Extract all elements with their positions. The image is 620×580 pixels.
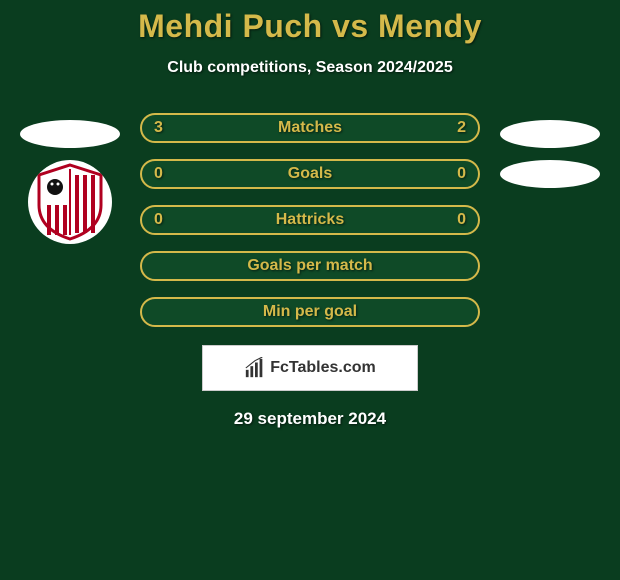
club-badge-left <box>28 160 112 244</box>
stat-label: Matches <box>278 119 342 137</box>
player-silhouette-icon <box>500 120 600 148</box>
stat-label: Hattricks <box>276 211 344 229</box>
comparison-subtitle: Club competitions, Season 2024/2025 <box>0 59 620 77</box>
stat-bar-goals: 0 Goals 0 <box>140 159 480 189</box>
player-silhouette-icon <box>20 120 120 148</box>
stat-right-value: 0 <box>457 165 466 183</box>
stat-left-value: 3 <box>154 119 163 137</box>
right-player-column <box>490 120 610 188</box>
stat-label: Goals <box>288 165 332 183</box>
stat-bar-goals-per-match: Goals per match <box>140 251 480 281</box>
comparison-date: 29 september 2024 <box>0 409 620 429</box>
stat-right-value: 0 <box>457 211 466 229</box>
left-player-column <box>10 120 130 244</box>
stat-right-value: 2 <box>457 119 466 137</box>
stat-left-value: 0 <box>154 211 163 229</box>
club-placeholder-icon <box>500 160 600 188</box>
stat-label: Goals per match <box>247 257 372 275</box>
comparison-title: Mehdi Puch vs Mendy <box>0 8 620 45</box>
bar-chart-icon <box>244 357 266 379</box>
stat-left-value: 0 <box>154 165 163 183</box>
stat-bar-min-per-goal: Min per goal <box>140 297 480 327</box>
watermark-box: FcTables.com <box>202 345 418 391</box>
watermark-text: FcTables.com <box>270 359 376 377</box>
stat-bar-hattricks: 0 Hattricks 0 <box>140 205 480 235</box>
stat-label: Min per goal <box>263 303 357 321</box>
stat-bar-matches: 3 Matches 2 <box>140 113 480 143</box>
